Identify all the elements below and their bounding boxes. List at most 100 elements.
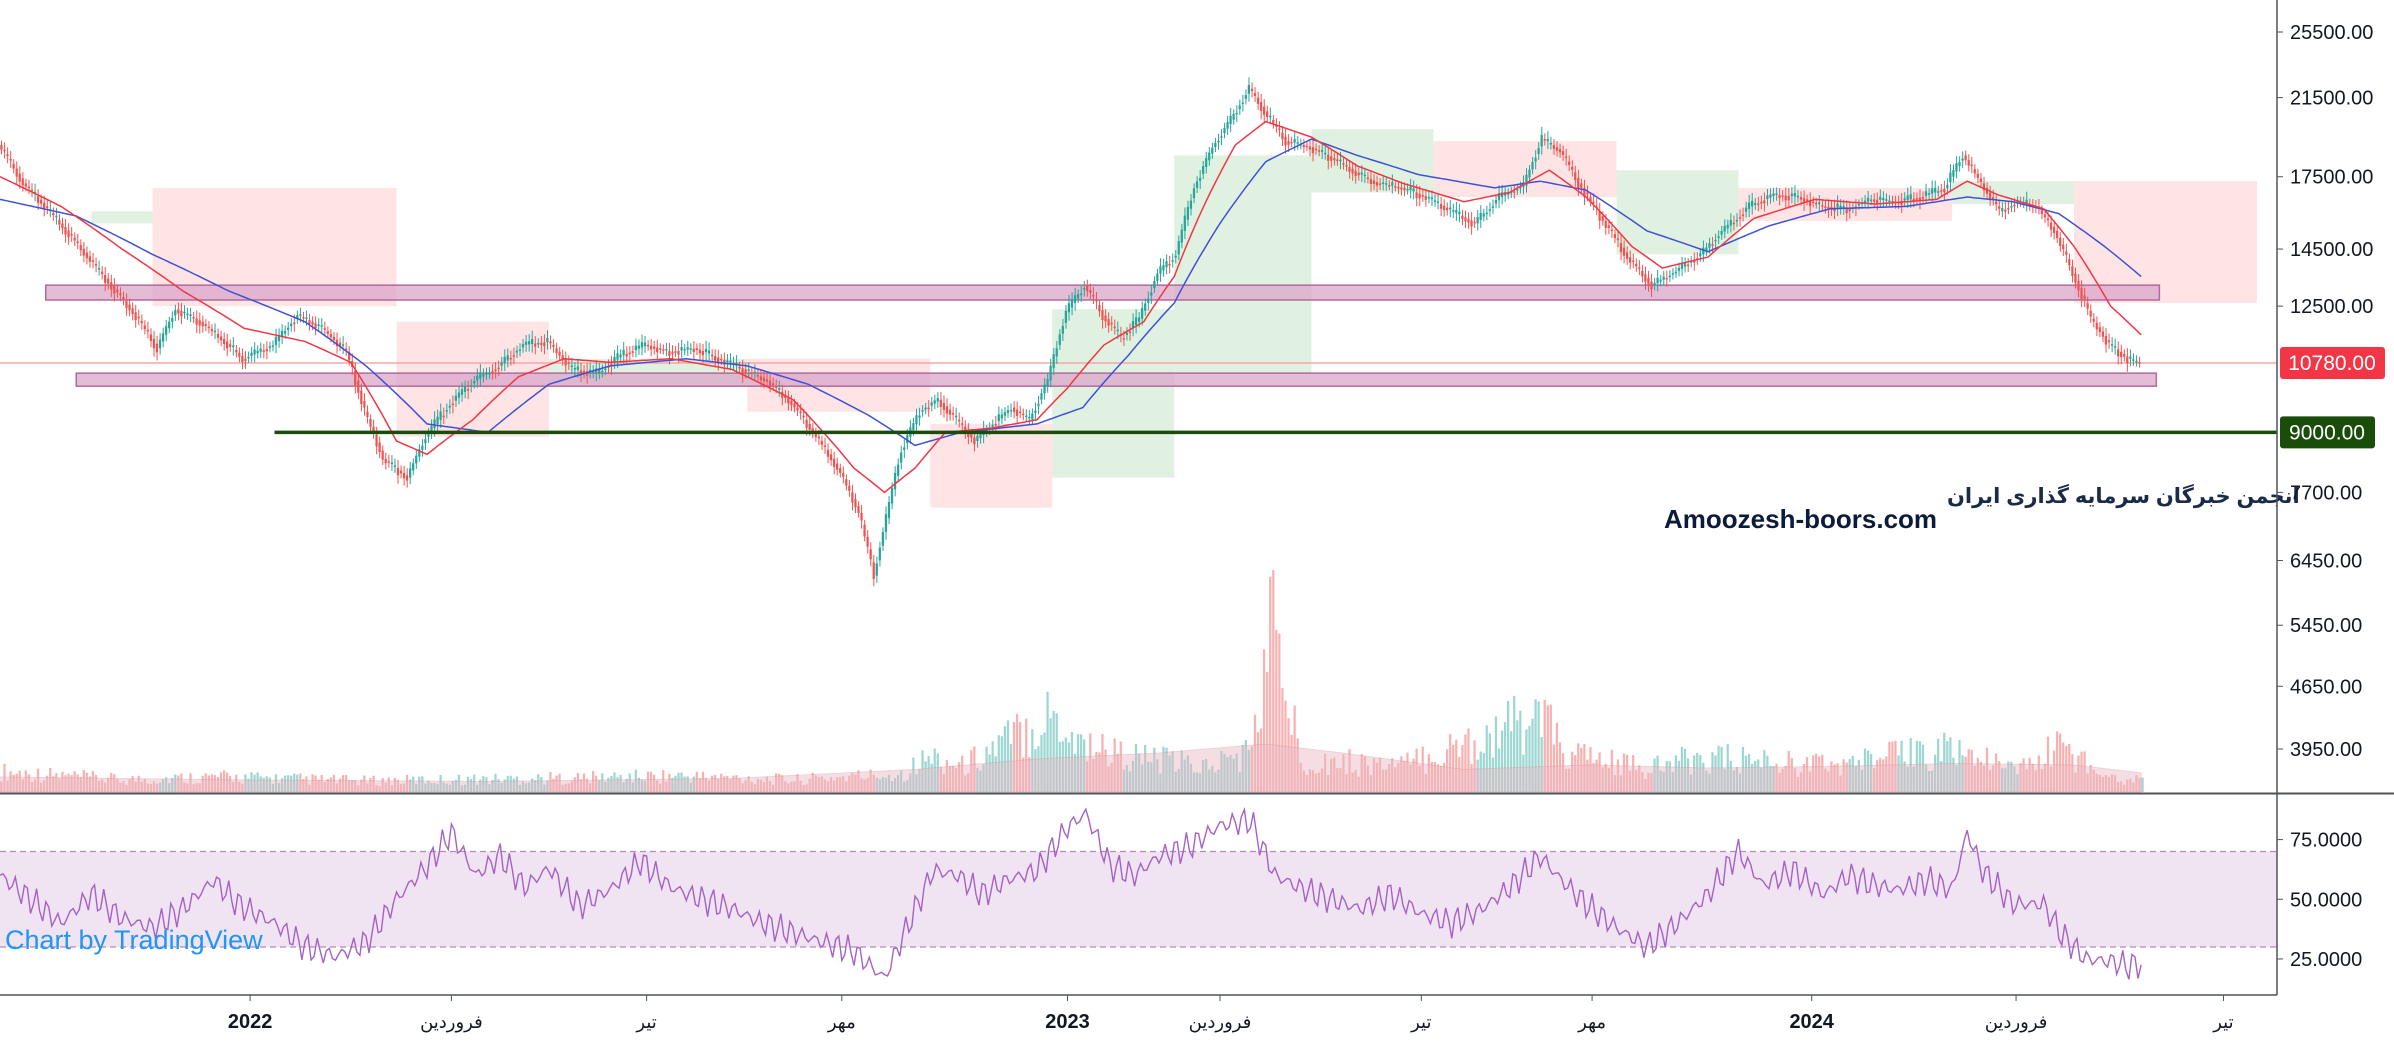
candle-body [616,353,619,360]
candle-body [857,505,860,513]
volume-bar [1622,753,1626,792]
volume-bar [222,770,226,792]
volume-bar [653,774,656,792]
candle-body [1366,177,1369,179]
rsi-tick-label: 75.0000 [2290,830,2362,852]
volume-bar [1589,746,1592,792]
volume-bar [1494,716,1498,792]
volume-bar [1909,738,1912,792]
volume-bar [665,781,668,792]
volume-bar [1595,759,1598,792]
volume-bar [1122,769,1125,792]
volume-bar [299,773,302,792]
candle-body [564,358,567,366]
candle-body [1406,188,1409,191]
candle-body [1186,206,1189,220]
volume-bar [1403,760,1406,792]
volume-bar [1040,735,1043,792]
candle-body [1784,195,1787,201]
candle-body [1134,317,1138,326]
volume-bar [903,781,906,792]
candle-body [305,317,308,319]
volume-bar [1988,770,1992,792]
volume-bar [1564,768,1568,792]
volume-bar [161,779,165,792]
candle-body [1720,230,1723,235]
price-tick-label: 14500.00 [2290,239,2373,261]
candle-body [1156,273,1159,281]
rsi-tick-label: 25.0000 [2290,949,2362,971]
candle-body [1336,159,1339,162]
candle-body [546,337,549,342]
candle-body [2040,210,2043,215]
volume-bar [1787,751,1790,792]
volume-bar [1723,768,1726,792]
candle-body [1781,195,1784,197]
volume-bar [936,753,939,792]
volume-bar [1012,722,1016,792]
volume-bar [1470,764,1473,792]
tradingview-credit[interactable]: Chart by TradingView [5,925,263,955]
candle-body [338,342,342,347]
candle-body [1104,315,1107,322]
candle-body [21,178,24,186]
candle-body [954,415,958,418]
candle-body [2007,208,2010,210]
candle-body [1080,293,1083,296]
candle-body [39,199,43,204]
volume-bar [613,772,616,792]
volume-bar [637,777,640,792]
volume-bar [512,778,515,792]
volume-bar [363,775,366,792]
candle-body [357,380,360,393]
volume-bar [1863,748,1867,792]
candle-body [875,563,878,576]
volume-bar [302,779,305,792]
candle-body [1464,217,1467,222]
level-badge [2280,416,2375,449]
volume-bar [1314,773,1318,792]
candle-body [18,173,21,182]
candle-body [424,439,427,444]
candle-body [933,400,936,404]
rsi-tick-label: 50.0000 [2290,889,2362,911]
candle-body [1238,105,1241,110]
candle-body [1912,198,1915,201]
rsi-panel[interactable] [0,806,2277,980]
volume-bar [1854,766,1857,792]
volume-bar [1921,744,1925,792]
candle-body [1915,198,1918,200]
volume-bar [1418,765,1421,792]
candle-body [1985,187,1989,194]
volume-bar [723,776,726,792]
candle-body [335,339,339,347]
candle-body [326,331,329,334]
candle-body [113,285,116,294]
candle-body [1293,139,1296,143]
candle-body [82,248,85,256]
candle-body [454,395,457,401]
candle-body [613,356,616,362]
volume-bar [1324,753,1327,792]
volume-bar [662,770,665,792]
volume-bar [1546,705,1549,792]
volume-bar [875,777,878,792]
volume-bar [24,770,27,792]
volume-bar [1873,768,1876,792]
volume-bar [1116,753,1119,792]
rsi-line [0,806,2142,980]
candle-body [503,356,506,364]
volume-bar [305,776,308,792]
volume-bar [1714,755,1717,792]
candle-body [1589,197,1592,202]
candle-body [1128,331,1132,334]
volume-bar [180,773,183,792]
volume-bar [1128,771,1132,792]
candle-body [1699,253,1702,257]
candle-body [558,351,561,356]
candle-body [1818,202,1821,205]
volume-bar [326,778,329,792]
candle-body [973,437,976,445]
